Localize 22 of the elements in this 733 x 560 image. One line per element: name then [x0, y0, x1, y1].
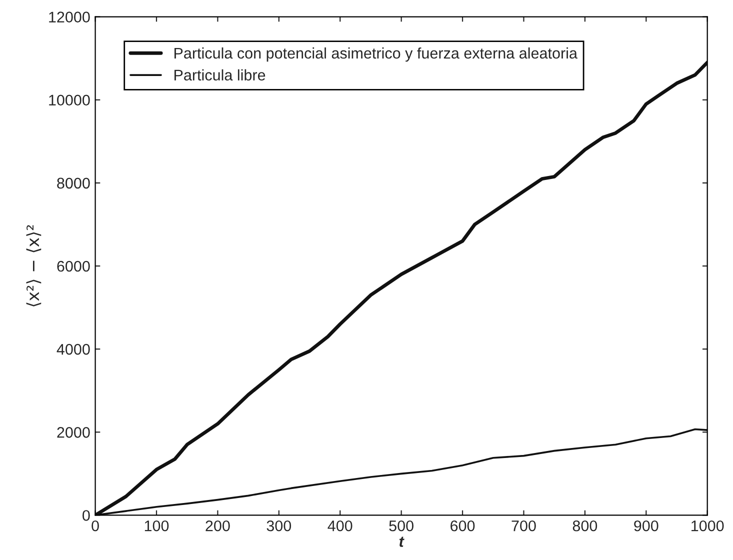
- x-tick-label: 800: [572, 520, 598, 532]
- x-tick-label: 200: [206, 520, 230, 532]
- legend-label: Particula libre: [174, 69, 266, 81]
- x-tick-label: 900: [634, 520, 658, 532]
- y-tick-label: 6000: [57, 260, 90, 272]
- x-tick-label: 300: [266, 520, 292, 532]
- x-axis-title: t: [399, 536, 404, 547]
- y-tick-label: 8000: [57, 178, 90, 189]
- x-tick-label: 0: [92, 520, 99, 532]
- y-axis-title: ⟨x²⟩ − ⟨x⟩²: [26, 225, 42, 306]
- y-tick-label: 10000: [49, 94, 90, 106]
- y-tick-label: 4000: [56, 344, 90, 355]
- x-tick-label: 500: [389, 520, 414, 532]
- y-tick-label: 2000: [57, 427, 90, 438]
- y-tick-label: 0: [82, 510, 90, 521]
- x-tick-label: 1000: [692, 520, 724, 532]
- legend-label: Particula con potencial asimetrico y fuerza externa aleatoria: [174, 47, 578, 62]
- x-tick-label: 100: [144, 520, 169, 532]
- x-tick-label: 700: [512, 520, 536, 532]
- y-tick-label: 12000: [49, 12, 90, 22]
- x-tick-label: 600: [450, 520, 475, 532]
- x-tick-label: 400: [328, 520, 352, 532]
